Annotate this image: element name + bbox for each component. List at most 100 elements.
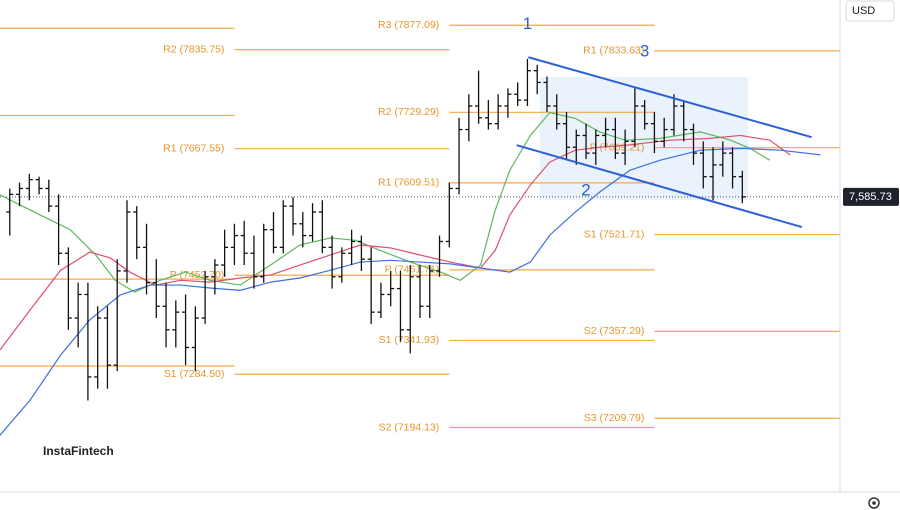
settings-icon[interactable] [868, 497, 880, 509]
pivot-label: S3 (7209.79) [584, 412, 645, 424]
ohlc-bar [250, 235, 258, 289]
ohlc-bar [201, 270, 209, 324]
ohlc-bar [719, 141, 727, 177]
ohlc-bar [211, 259, 219, 295]
ohlc-bar [611, 117, 619, 160]
annotations: 1 2 3 [523, 14, 650, 199]
watermark: InstaFintech [43, 444, 114, 458]
ohlc-bar [582, 123, 590, 160]
ohlc-bar [45, 179, 53, 213]
pivot-label: R2 (7835.75) [163, 43, 224, 55]
ohlc-bar [240, 220, 248, 266]
pivot-label: R1 (7609.51) [378, 177, 439, 189]
ohlc-bar [484, 100, 492, 130]
ohlc-bar [592, 129, 600, 165]
channel-line [528, 56, 812, 139]
ohlc-bar [377, 282, 385, 319]
ohlc-bar [621, 129, 629, 165]
ohlc-bar [103, 306, 111, 389]
ohlc-bar [357, 235, 365, 271]
ohlc-bar [416, 265, 424, 319]
ohlc-bar [64, 247, 72, 330]
ohlc-bar [260, 223, 268, 283]
ohlc-bar [16, 182, 24, 207]
ohlc-bar [162, 282, 170, 348]
ohlc-bar [113, 259, 121, 372]
ohlc-bar [709, 147, 717, 201]
ohlc-bar [699, 141, 707, 189]
annotation: 1 [523, 14, 532, 33]
moving-average [0, 147, 821, 436]
ohlc-bar [553, 94, 561, 130]
ohlc-bar [172, 300, 180, 348]
pivot-label: P (7452.70) [170, 269, 225, 281]
ohlc-bar [6, 188, 14, 236]
pivot-label: R2 (7729.29) [378, 106, 439, 118]
ohlc-bar [94, 306, 102, 389]
ohlc-bar [221, 229, 229, 277]
annotation: 2 [581, 180, 590, 199]
ohlc-bar [631, 88, 639, 148]
ohlc-bar [84, 282, 92, 401]
ohlc-bar [660, 117, 668, 148]
pivot-label: P (7461.71) [385, 264, 440, 276]
ohlc-bar [650, 111, 658, 154]
ohlc-bar [494, 94, 502, 130]
pivot-label: R3 (7877.09) [378, 19, 439, 31]
ohlc-bar [572, 129, 580, 165]
ohlc-bar [299, 212, 307, 248]
ohlc-bar [328, 235, 336, 289]
ohlc-bar [123, 200, 131, 283]
ohlc-bar [338, 247, 346, 283]
settings-gear-center[interactable] [872, 501, 876, 505]
pivot-label: S2 (7357.29) [584, 325, 645, 337]
ohlc-bar [230, 223, 238, 266]
currency[interactable]: USD [852, 5, 875, 17]
watermark-box [34, 432, 114, 470]
ohlc-bar [426, 265, 434, 319]
ohlc-bar [279, 200, 287, 254]
ohlc-bar [455, 117, 463, 195]
ohlc-bar [689, 123, 697, 165]
pivot-label: S1 (7521.71) [584, 228, 645, 240]
ohlc-bar [641, 100, 649, 130]
y-axis: 7,585.73 [843, 187, 899, 206]
ohlc-bar [465, 94, 473, 142]
ohlc-bar [729, 147, 737, 189]
settings-gear[interactable] [868, 497, 880, 509]
ohlc-bar [269, 212, 277, 254]
last-price-label: 7,585.73 [849, 191, 892, 203]
ohlc-bar [543, 76, 551, 112]
ohlc-bar [514, 82, 522, 107]
ohlc-bar [563, 111, 571, 160]
ohlc-bar [348, 229, 356, 266]
ohlc-bar [406, 265, 414, 354]
ohlc-bar [74, 282, 82, 348]
pivot-label: S1 (7341.93) [379, 334, 440, 346]
channel [516, 56, 812, 229]
ohlc-bar [396, 270, 404, 342]
channel-line [516, 144, 803, 229]
pivot-label: S2 (7194.13) [379, 421, 440, 433]
pivot-label: R1 (7833.63) [583, 45, 644, 57]
ohlc-bar [436, 235, 444, 277]
ohlc-bar [475, 70, 483, 124]
ohlc-bar [55, 194, 63, 266]
ohlc-bar [670, 94, 678, 136]
currency-box[interactable] [845, 0, 895, 22]
ohlc-bar [143, 223, 151, 295]
pivot-label: R1 (7667.55) [163, 142, 224, 154]
ohlc-bar [523, 58, 531, 107]
ohlc-bar [25, 173, 33, 201]
ohlc-bar [533, 64, 541, 95]
ohlc-bar [367, 247, 375, 324]
ohlc-bar [445, 182, 453, 248]
ohlc-bar [191, 306, 199, 372]
ohlc-bar [738, 170, 746, 204]
ohlc-bar [318, 200, 326, 254]
price-bars [6, 58, 746, 401]
ohlc-bar [387, 270, 395, 307]
ohlc-bar [680, 100, 688, 142]
ohlc-bar [309, 203, 317, 242]
